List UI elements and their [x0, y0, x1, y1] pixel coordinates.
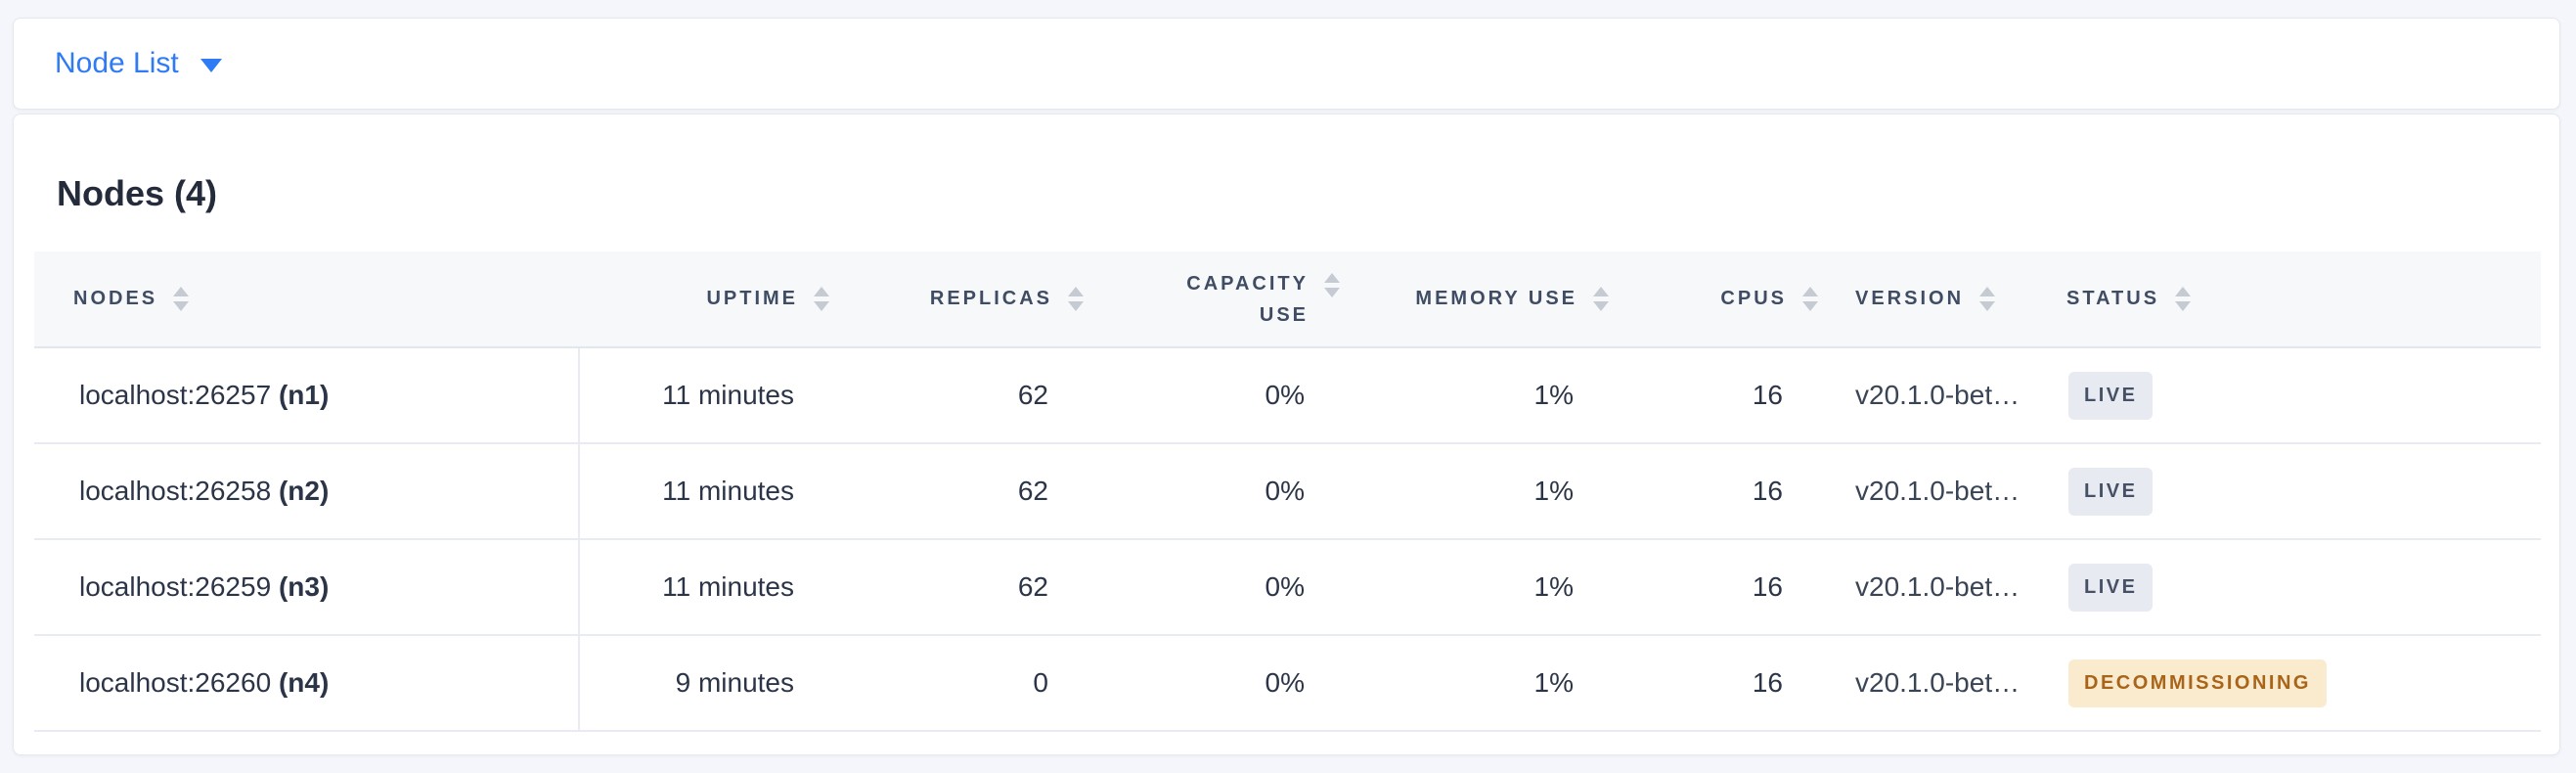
- replicas-cell: 62: [829, 539, 1084, 636]
- table-row[interactable]: localhost:26260 (n4) 9 minutes 0 0% 1% 1…: [34, 635, 2541, 732]
- column-header-label: CAPACITY USE: [1186, 272, 1309, 326]
- table-row[interactable]: localhost:26257 (n1) 11 minutes 62 0% 1%…: [34, 347, 2541, 444]
- nodes-table: NODES UPTIME REPLICAS CAPACITY USE MEMOR…: [34, 251, 2541, 732]
- table-row[interactable]: localhost:26259 (n3) 11 minutes 62 0% 1%…: [34, 539, 2541, 636]
- sort-icon[interactable]: [2175, 287, 2192, 311]
- table-row[interactable]: localhost:26258 (n2) 11 minutes 62 0% 1%…: [34, 443, 2541, 540]
- cpus-cell: 16: [1609, 635, 1818, 732]
- sort-icon[interactable]: [1068, 287, 1084, 311]
- column-header-label: VERSION: [1855, 288, 1965, 309]
- nodes-card: Nodes (4) NODES UPTIME REPLICAS CAPACITY…: [13, 114, 2560, 755]
- cpus-cell: 16: [1609, 539, 1818, 636]
- memory-use-cell: 1%: [1340, 347, 1609, 444]
- node-id: (n3): [278, 571, 330, 602]
- section-title: Nodes (4): [57, 173, 218, 213]
- node-id: (n4): [278, 667, 330, 698]
- column-header-label: NODES: [73, 288, 158, 309]
- node-address: localhost:26260: [79, 667, 272, 698]
- capacity-use-cell: 0%: [1084, 347, 1340, 444]
- status-cell: DECOMMISSIONING: [2053, 635, 2541, 732]
- cpus-cell: 16: [1609, 443, 1818, 540]
- column-header-label: UPTIME: [706, 288, 798, 309]
- uptime-cell: 9 minutes: [579, 635, 829, 732]
- capacity-use-cell: 0%: [1084, 635, 1340, 732]
- replicas-cell: 0: [829, 635, 1084, 732]
- column-header-label: MEMORY USE: [1415, 288, 1577, 309]
- node-id: (n2): [278, 476, 330, 506]
- node-name-cell[interactable]: localhost:26259 (n3): [34, 539, 580, 636]
- node-address: localhost:26258: [79, 476, 272, 506]
- node-id: (n1): [278, 380, 330, 410]
- node-name-cell[interactable]: localhost:26257 (n1): [34, 347, 580, 444]
- capacity-use-cell: 0%: [1084, 539, 1340, 636]
- sort-icon[interactable]: [814, 287, 829, 311]
- memory-use-cell: 1%: [1340, 443, 1609, 540]
- uptime-cell: 11 minutes: [579, 539, 829, 636]
- column-header-cpus[interactable]: CPUS: [1609, 251, 1818, 348]
- node-name-cell[interactable]: localhost:26258 (n2): [34, 443, 580, 540]
- column-header-label: CPUS: [1720, 288, 1787, 309]
- node-name-cell[interactable]: localhost:26260 (n4): [34, 635, 580, 732]
- sort-icon[interactable]: [1979, 287, 1996, 311]
- view-selector-label: Node List: [55, 47, 179, 79]
- cpus-cell: 16: [1609, 347, 1818, 444]
- caret-down-icon: [200, 58, 222, 72]
- status-cell: LIVE: [2053, 443, 2541, 540]
- sort-icon[interactable]: [173, 287, 190, 311]
- column-header-nodes[interactable]: NODES: [34, 251, 579, 348]
- replicas-cell: 62: [829, 347, 1084, 444]
- version-cell: v20.1.0-bet…: [1818, 635, 2053, 732]
- status-badge: LIVE: [2068, 563, 2154, 612]
- memory-use-cell: 1%: [1340, 539, 1609, 636]
- version-cell: v20.1.0-bet…: [1818, 347, 2053, 444]
- status-cell: LIVE: [2053, 539, 2541, 636]
- column-header-replicas[interactable]: REPLICAS: [829, 251, 1084, 348]
- column-header-memory-use[interactable]: MEMORY USE: [1340, 251, 1609, 348]
- column-header-uptime[interactable]: UPTIME: [579, 251, 829, 348]
- status-badge: DECOMMISSIONING: [2068, 659, 2327, 707]
- view-selector-card: Node List: [13, 18, 2560, 110]
- replicas-cell: 62: [829, 443, 1084, 540]
- sort-icon[interactable]: [1593, 287, 1609, 311]
- view-selector-dropdown[interactable]: Node List: [14, 19, 251, 109]
- version-cell: v20.1.0-bet…: [1818, 539, 2053, 636]
- status-badge: LIVE: [2068, 371, 2154, 420]
- sort-icon[interactable]: [1802, 287, 1818, 311]
- column-header-label: REPLICAS: [929, 288, 1052, 309]
- status-cell: LIVE: [2053, 347, 2541, 444]
- status-badge: LIVE: [2068, 467, 2154, 516]
- column-header-label: STATUS: [2066, 288, 2160, 309]
- column-header-status[interactable]: STATUS: [2053, 251, 2541, 348]
- node-address: localhost:26257: [79, 380, 272, 410]
- column-header-version[interactable]: VERSION: [1818, 251, 2053, 348]
- version-cell: v20.1.0-bet…: [1818, 443, 2053, 540]
- sort-icon[interactable]: [1324, 272, 1340, 297]
- column-header-capacity-use[interactable]: CAPACITY USE: [1084, 251, 1340, 348]
- uptime-cell: 11 minutes: [579, 443, 829, 540]
- capacity-use-cell: 0%: [1084, 443, 1340, 540]
- uptime-cell: 11 minutes: [579, 347, 829, 444]
- memory-use-cell: 1%: [1340, 635, 1609, 732]
- node-address: localhost:26259: [79, 571, 272, 602]
- table-header-row: NODES UPTIME REPLICAS CAPACITY USE MEMOR…: [34, 251, 2541, 348]
